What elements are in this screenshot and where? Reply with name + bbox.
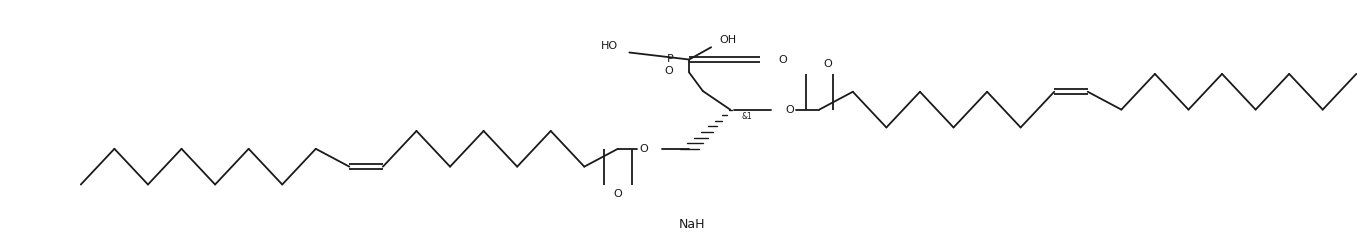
Text: O: O xyxy=(778,55,786,64)
Text: O: O xyxy=(640,144,648,154)
Text: O: O xyxy=(664,66,673,76)
Text: O: O xyxy=(614,189,622,199)
Text: &1: &1 xyxy=(741,112,752,121)
Text: P: P xyxy=(667,54,674,64)
Text: OH: OH xyxy=(719,35,737,45)
Text: HO: HO xyxy=(601,40,618,51)
Text: O: O xyxy=(823,59,832,69)
Text: NaH: NaH xyxy=(678,218,706,231)
Text: O: O xyxy=(785,105,793,115)
